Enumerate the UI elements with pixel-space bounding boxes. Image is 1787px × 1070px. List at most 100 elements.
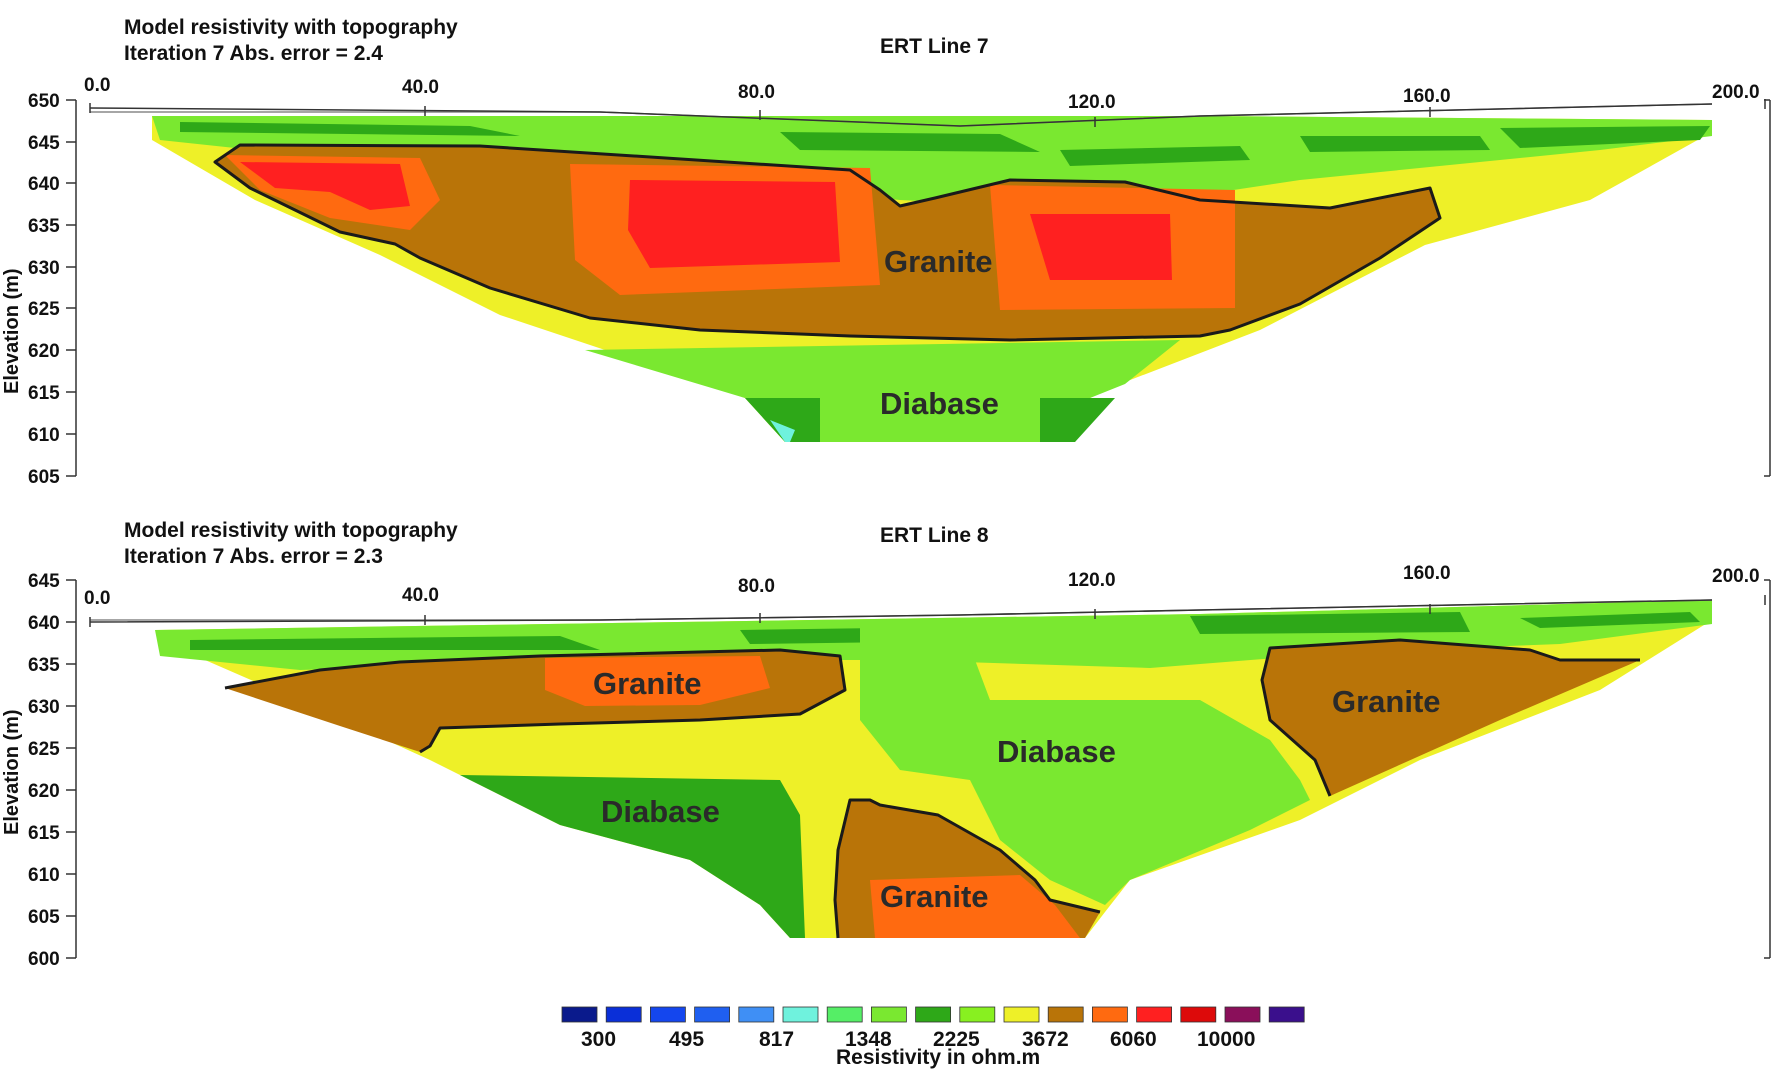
- panel2-right-granite-outline: [1260, 638, 1640, 797]
- panel1-label-diabase: Diabase: [880, 386, 999, 421]
- panel1-xtick: 120.0: [1068, 92, 1116, 113]
- panel2-ytick: 615: [28, 823, 60, 844]
- panel1-ytick: 645: [28, 133, 60, 154]
- panel1-header-line1: Model resistivity with topography: [124, 16, 458, 39]
- panel2-x-axis: [89, 595, 1766, 627]
- legend-value: 6060: [1110, 1028, 1157, 1051]
- legend-swatch: [1180, 1006, 1217, 1023]
- panel2-dark-green-top-patches: [190, 612, 1700, 650]
- panel1-xtick: 200.0: [1712, 82, 1760, 103]
- panel2-label-diabase-left: Diabase: [601, 794, 720, 829]
- legend-swatch: [1092, 1006, 1128, 1023]
- panel2-upper-left-granite-outline: [224, 648, 847, 754]
- panel2-y-tick-labels: 645 640 635 630 625 620 615 610 605 600: [28, 571, 60, 970]
- panel2-header-line2: Iteration 7 Abs. error = 2.3: [124, 545, 383, 568]
- legend-swatch: [561, 1006, 598, 1023]
- panel1-bottom-green-zone: [585, 340, 1180, 442]
- legend-value-labels: 300 495 817 1348 2225 3672 6060 10000: [581, 1028, 1255, 1051]
- panel2-title: ERT Line 8: [880, 524, 989, 547]
- panel2-ytick: 610: [28, 865, 60, 886]
- panel1-ytick: 610: [28, 425, 60, 446]
- panel2-center-green: [860, 620, 1310, 905]
- legend-swatch: [1224, 1006, 1261, 1023]
- panel1-ytick: 620: [28, 341, 60, 362]
- panel2-label-diabase-center: Diabase: [997, 734, 1116, 769]
- legend-swatch: [915, 1006, 951, 1023]
- panel-line-8: Model resistivity with topography Iterat…: [1, 519, 1771, 970]
- legend-swatches: [561, 1006, 1305, 1023]
- legend-value: 817: [759, 1028, 794, 1051]
- panel2-label-granite-upper-left: Granite: [593, 666, 702, 701]
- panel2-header-line1: Model resistivity with topography: [124, 519, 458, 542]
- panel2-right-granite: [1262, 640, 1640, 796]
- panel2-ytick: 600: [28, 949, 60, 970]
- legend-swatch: [650, 1006, 686, 1023]
- legend-value: 10000: [1197, 1028, 1255, 1051]
- panel1-ytick: 625: [28, 299, 60, 320]
- panel2-ytick: 630: [28, 697, 60, 718]
- panel1-x-axis: [89, 99, 1766, 127]
- panel2-label-granite-right: Granite: [1332, 684, 1441, 719]
- panel2-xtick: 160.0: [1403, 563, 1451, 584]
- panel2-ytick: 645: [28, 571, 60, 592]
- panel-line-7: Model resistivity with topography Iterat…: [1, 16, 1771, 488]
- panel1-xtick: 160.0: [1403, 86, 1451, 107]
- panel2-label-granite-bottom: Granite: [880, 879, 989, 914]
- panel1-ytick: 605: [28, 467, 60, 488]
- panel2-xtick: 200.0: [1712, 566, 1760, 587]
- panel2-ytick: 640: [28, 613, 60, 634]
- panel2-ytick: 625: [28, 739, 60, 760]
- panel1-cyan-patch: [770, 420, 795, 442]
- panel1-xtick: 40.0: [402, 77, 439, 98]
- panel1-header-line2: Iteration 7 Abs. error = 2.4: [124, 42, 383, 65]
- resistivity-color-legend: 300 495 817 1348 2225 3672 6060 10000 Re…: [561, 1006, 1305, 1069]
- legend-value: 3672: [1022, 1028, 1069, 1051]
- panel2-xtick: 120.0: [1068, 570, 1116, 591]
- panel1-y-axis: [66, 99, 1771, 477]
- panel1-granite-outline: [213, 143, 1442, 342]
- panel1-y-tick-labels: 650 645 640 635 630 625 620 615 610 605: [28, 91, 60, 488]
- panel1-title: ERT Line 7: [880, 35, 989, 58]
- legend-swatch: [738, 1006, 775, 1023]
- panel1-ytick: 615: [28, 383, 60, 404]
- legend-value: 300: [581, 1028, 616, 1051]
- panel1-ytick: 640: [28, 174, 60, 195]
- panel1-ytick: 630: [28, 258, 60, 279]
- panel2-y-axis: [66, 579, 1771, 959]
- panel2-ytick: 620: [28, 781, 60, 802]
- panel1-y-axis-label: Elevation (m): [1, 268, 23, 394]
- panel2-xtick: 40.0: [402, 585, 439, 606]
- panel2-xtick: 80.0: [738, 576, 775, 597]
- legend-swatch: [1136, 1006, 1172, 1023]
- legend-title: Resistivity in ohm.m: [836, 1046, 1040, 1069]
- panel1-red-zones: [240, 162, 1172, 280]
- panel2-orange-zones: [545, 656, 1080, 938]
- panel1-ytick: 635: [28, 216, 60, 237]
- legend-swatch: [1268, 1006, 1305, 1023]
- panel1-ytick: 650: [28, 91, 60, 112]
- legend-swatch: [605, 1006, 642, 1023]
- panel1-resistivity-section: [90, 103, 1713, 442]
- panel2-ytick: 635: [28, 655, 60, 676]
- panel2-y-axis-label: Elevation (m): [1, 709, 23, 835]
- panel2-resistivity-section: [90, 599, 1713, 939]
- legend-value: 2225: [933, 1028, 980, 1051]
- legend-swatch: [826, 1006, 863, 1023]
- panel2-ytick: 605: [28, 907, 60, 928]
- legend-swatch: [871, 1006, 907, 1023]
- panel2-xtick: 0.0: [84, 588, 110, 609]
- legend-swatch: [1003, 1006, 1040, 1023]
- panel1-dark-green-patches: [180, 122, 1710, 166]
- legend-value: 1348: [845, 1028, 892, 1051]
- panel1-bottom-dark-green: [745, 398, 1115, 442]
- legend-swatch: [959, 1006, 996, 1023]
- panel1-annotations: Granite Diabase: [880, 244, 999, 421]
- panel1-label-granite: Granite: [884, 244, 993, 279]
- panel1-x-tick-labels: 0.0 40.0 80.0 120.0 160.0 200.0: [84, 75, 1760, 113]
- panel2-annotations: Granite Granite Diabase Diabase Granite: [593, 666, 1441, 914]
- panel2-x-tick-labels: 0.0 40.0 80.0 120.0 160.0 200.0: [84, 563, 1760, 609]
- legend-swatch: [694, 1006, 730, 1023]
- legend-swatch: [782, 1006, 819, 1023]
- panel1-xtick: 80.0: [738, 82, 775, 103]
